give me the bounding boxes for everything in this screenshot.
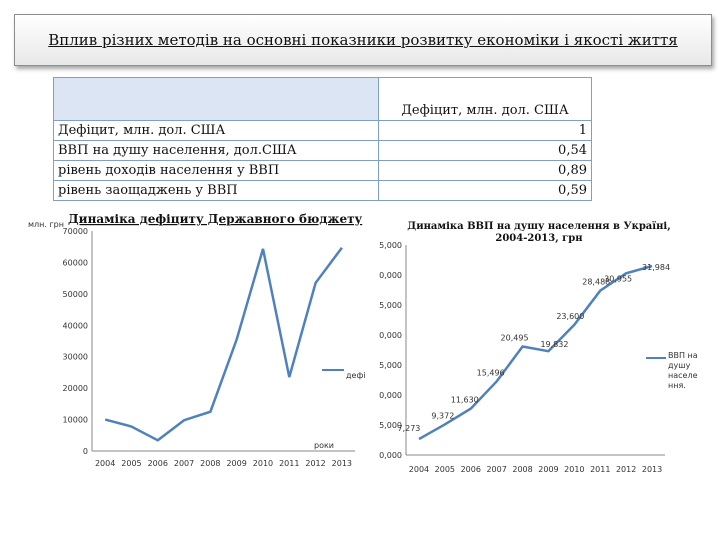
- deficit-chart-title: Динаміка дефіциту Державного бюджету: [68, 212, 363, 226]
- gdp-chart-title-line1: Динаміка ВВП на душу населення в Україні…: [407, 221, 670, 232]
- deficit-x-tick-label: 2013: [332, 459, 352, 468]
- gdp-y-tick-label: 0,000: [379, 271, 402, 280]
- gdp-point-label: 28,488: [582, 278, 610, 287]
- gdp-chart: Динаміка ВВП на душу населення в Україні…: [379, 221, 700, 474]
- table-header-row: Дефіцит, млн. дол. США: [53, 77, 592, 121]
- gdp-point-label: 11,630: [451, 396, 479, 405]
- gdp-x-tick-label: 2013: [642, 465, 662, 474]
- gdp-point-label: 23,600: [556, 312, 584, 321]
- deficit-x-tick-label: 2005: [121, 459, 141, 468]
- slide-title: Вплив різних методів на основні показник…: [48, 31, 678, 49]
- gdp-chart-title-line2: 2004-2013, грн: [495, 233, 582, 244]
- gdp-x-tick-label: 2010: [564, 465, 584, 474]
- slide-title-box: Вплив різних методів на основні показник…: [14, 14, 712, 66]
- deficit-y-tick-label: 50000: [63, 290, 88, 299]
- table-row: рівень заощаджень у ВВП 0,59: [53, 180, 592, 201]
- gdp-point-label: 31,984: [642, 263, 670, 272]
- gdp-point-label: 9,372: [431, 411, 454, 420]
- deficit-y-tick-label: 20000: [63, 384, 88, 393]
- table-row-label: рівень доходів населення у ВВП: [53, 160, 379, 181]
- table-row-value: 1: [378, 120, 592, 141]
- deficit-y-tick-label: 40000: [63, 321, 88, 330]
- table-row-label: рівень заощаджень у ВВП: [53, 180, 379, 201]
- gdp-x-tick-label: 2008: [512, 465, 532, 474]
- deficit-x-tick-label: 2012: [305, 459, 325, 468]
- gdp-y-tick-label: 5,000: [379, 421, 402, 430]
- table-row: ВВП на душу населення, дол.США 0,54: [53, 140, 592, 161]
- deficit-y-tick-label: 60000: [63, 258, 88, 267]
- gdp-series-line: [418, 264, 653, 441]
- table-row: рівень доходів населення у ВВП 0,89: [53, 160, 592, 181]
- deficit-x-tick-label: 2009: [226, 459, 246, 468]
- gdp-y-tick-label: 5,000: [379, 361, 402, 370]
- gdp-legend-label-line: ВВП на: [668, 351, 698, 360]
- gdp-x-tick-label: 2006: [461, 465, 481, 474]
- gdp-y-tick-label: 0,000: [379, 451, 402, 460]
- deficit-x-tick-label: 2004: [95, 459, 115, 468]
- table-row-value: 0,89: [378, 160, 592, 181]
- gdp-legend-label-line: душу: [668, 361, 691, 370]
- gdp-y-tick-label: 5,000: [379, 241, 402, 250]
- deficit-x-tick-label: 2007: [174, 459, 194, 468]
- deficit-series-line: [104, 246, 343, 442]
- table-header-empty-cell: [53, 77, 379, 121]
- deficit-x-tick-label: 2006: [148, 459, 168, 468]
- gdp-point-label: 20,495: [501, 334, 529, 343]
- gdp-legend-label: ВВП на душу населе ння.: [668, 351, 700, 390]
- gdp-point-label: 30,955: [604, 274, 632, 283]
- deficit-ylabel: млн. грн: [28, 220, 64, 229]
- table-row-value: 0,54: [378, 140, 592, 161]
- deficit-y-tick-label: 10000: [63, 416, 88, 425]
- gdp-x-tick-label: 2004: [409, 465, 429, 474]
- table-row-label: ВВП на душу населення, дол.США: [53, 140, 379, 161]
- gdp-legend-label-line: населе: [668, 371, 698, 380]
- gdp-point-label: 19,832: [540, 340, 568, 349]
- gdp-legend-label-line: ння.: [668, 381, 686, 390]
- deficit-y-tick-label: 70000: [63, 227, 88, 236]
- table-row: Дефіцит, млн. дол. США 1: [53, 120, 592, 141]
- gdp-y-tick-label: 0,000: [379, 391, 402, 400]
- gdp-x-tick-label: 2007: [486, 465, 506, 474]
- gdp-y-tick-label: 5,000: [379, 301, 402, 310]
- gdp-x-tick-label: 2011: [590, 465, 610, 474]
- gdp-x-tick-label: 2012: [616, 465, 636, 474]
- table-header-cell: Дефіцит, млн. дол. США: [378, 77, 592, 121]
- deficit-legend-label: дефі...: [346, 371, 365, 380]
- gdp-y-tick-label: 0,000: [379, 331, 402, 340]
- deficit-x-tick-label: 2011: [279, 459, 299, 468]
- gdp-x-tick-label: 2005: [435, 465, 455, 474]
- deficit-y-tick-label: 30000: [63, 353, 88, 362]
- gdp-point-label: 7,273: [397, 424, 420, 433]
- deficit-chart: млн. грн Динаміка дефіциту Державного бю…: [28, 212, 365, 468]
- deficit-x-tick-label: 2010: [253, 459, 273, 468]
- table-row-label: Дефіцит, млн. дол. США: [53, 120, 379, 141]
- summary-table: Дефіцит, млн. дол. США Дефіцит, млн. дол…: [53, 77, 592, 201]
- deficit-xlabel: роки: [314, 441, 334, 450]
- deficit-x-tick-label: 2008: [200, 459, 220, 468]
- deficit-y-tick-label: 0: [83, 447, 88, 456]
- table-row-value: 0,59: [378, 180, 592, 201]
- gdp-x-tick-label: 2009: [538, 465, 558, 474]
- gdp-point-label: 15,496: [477, 369, 505, 378]
